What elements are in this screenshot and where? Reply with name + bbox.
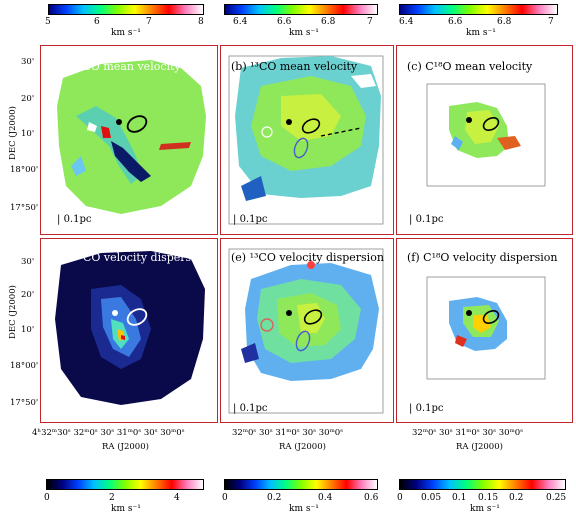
panel-b-13co-mean-velocity: (b) ¹³CO mean velocity | 0.1pc (220, 45, 394, 235)
dec-tick-top-0: 30' (21, 57, 35, 67)
dec-axis-title-top: DEC (J2000) (7, 106, 18, 160)
colorbar-bottom-2-unit: km s⁻¹ (289, 504, 319, 514)
panel-e-scalebar: | 0.1pc (233, 403, 268, 414)
panel-d-scale-label: 0.1pc (63, 403, 92, 414)
colorbar-top-1-tick-3: 8 (198, 17, 204, 27)
colorbar-bottom-1-tick-2: 4 (174, 493, 180, 503)
panel-e-map (228, 248, 384, 414)
panel-e-scale-label: 0.1pc (239, 403, 268, 414)
panel-b-scale-label: 0.1pc (239, 214, 268, 225)
colorbar-bottom-3-tick-3: 0.15 (478, 493, 499, 503)
panel-d-12co-velocity-dispersion: (d) ¹²CO velocity dispersion | 0.1pc (40, 238, 218, 423)
dec-tick-top-1: 20' (21, 94, 35, 104)
colorbar-top-3-tick-3: 7 (548, 17, 554, 27)
colorbar-top-2-tick-2: 6.8 (321, 17, 336, 27)
ra-ticks-panel-c: 32ᵐ0ˢ 30ˢ 31ᵐ0ˢ 30ˢ 30ᵐ0ˢ (412, 428, 524, 438)
colorbar-top-1 (48, 4, 204, 15)
colorbar-top-2-unit: km s⁻¹ (289, 28, 319, 38)
colorbar-top-3-tick-2: 6.8 (497, 17, 512, 27)
colorbar-bottom-2 (224, 479, 378, 490)
ra-ticks-panel-b: 32ᵐ0ˢ 30ˢ 31ᵐ0ˢ 30ˢ 30ᵐ0ˢ (232, 428, 344, 438)
colorbar-bottom-1 (46, 479, 204, 490)
dec-tick-top-4: 17°50' (10, 203, 39, 213)
panel-d-title: (d) ¹²CO velocity dispersion (55, 251, 209, 264)
dec-tick-bottom-1: 20' (21, 290, 35, 300)
panel-f-scale-label: 0.1pc (415, 403, 444, 414)
panel-a-scalebar: | 0.1pc (57, 214, 92, 225)
panel-c-title: (c) C¹⁸O mean velocity (407, 60, 533, 73)
colorbar-top-2-tick-3: 7 (367, 17, 373, 27)
dec-tick-bottom-4: 17°50' (10, 398, 39, 408)
colorbar-bottom-2-tick-2: 0.4 (318, 493, 333, 503)
colorbar-top-3-tick-1: 6.6 (448, 17, 463, 27)
panel-b-title: (b) ¹³CO mean velocity (231, 60, 358, 73)
colorbar-bottom-1-unit: km s⁻¹ (111, 504, 141, 514)
colorbar-bottom-1-tick-1: 2 (109, 493, 115, 503)
panel-f-title: (f) C¹⁸O velocity dispersion (407, 251, 558, 264)
colorbar-top-1-tick-0: 5 (45, 17, 51, 27)
colorbar-bottom-2-tick-1: 0.2 (267, 493, 282, 503)
colorbar-bottom-2-tick-0: 0 (222, 493, 228, 503)
colorbar-top-2-tick-0: 6.4 (233, 17, 248, 27)
ra-axis-title-c: RA (J2000) (456, 442, 503, 452)
colorbar-bottom-3-tick-4: 0.2 (509, 493, 524, 503)
panel-e-13co-velocity-dispersion: (e) ¹³CO velocity dispersion | 0.1pc (220, 238, 394, 423)
colorbar-bottom-2-tick-3: 0.6 (364, 493, 379, 503)
panel-d-scalebar: | 0.1pc (57, 403, 92, 414)
panel-c-c18o-mean-velocity: (c) C¹⁸O mean velocity | 0.1pc (396, 45, 573, 235)
panel-a-scale-label: 0.1pc (63, 214, 92, 225)
dec-tick-bottom-3: 18°00' (10, 361, 39, 371)
panel-c-map (426, 83, 546, 187)
panel-c-scalebar: | 0.1pc (409, 214, 444, 225)
panel-b-map (228, 55, 384, 225)
colorbar-bottom-3 (399, 479, 566, 490)
colorbar-top-1-unit: km s⁻¹ (111, 28, 141, 38)
panel-d-map (55, 251, 205, 405)
colorbar-bottom-3-tick-2: 0.1 (452, 493, 467, 503)
colorbar-bottom-3-tick-0: 0 (397, 493, 403, 503)
colorbar-top-1-tick-2: 7 (146, 17, 152, 27)
dec-tick-bottom-2: 10' (21, 325, 35, 335)
colorbar-top-3 (399, 4, 558, 15)
dec-tick-top-3: 18°00' (10, 165, 39, 175)
colorbar-top-3-tick-0: 6.4 (399, 17, 414, 27)
panel-a-12co-mean-velocity: (a) ¹²CO mean velocity | 0.1pc (40, 45, 218, 235)
colorbar-top-2-tick-1: 6.6 (277, 17, 292, 27)
dec-tick-top-2: 10' (21, 129, 35, 139)
colorbar-bottom-3-tick-5: 0.25 (546, 493, 567, 503)
panel-f-scalebar: | 0.1pc (409, 403, 444, 414)
colorbar-top-3-unit: km s⁻¹ (466, 28, 496, 38)
panel-a-title: (a) ¹²CO mean velocity (55, 60, 181, 73)
ra-axis-title-a: RA (J2000) (102, 442, 149, 452)
panel-f-map (426, 276, 546, 380)
panel-e-title: (e) ¹³CO velocity dispersion (231, 251, 384, 264)
dec-axis-title-bottom: DEC (J2000) (7, 285, 18, 339)
panel-f-c18o-velocity-dispersion: (f) C¹⁸O velocity dispersion | 0.1pc (396, 238, 573, 423)
ra-axis-title-b: RA (J2000) (279, 442, 326, 452)
colorbar-top-1-tick-1: 6 (94, 17, 100, 27)
ra-ticks-panel-a: 4ʰ32ᵐ30ˢ 32ᵐ0ˢ 30ˢ 31ᵐ0ˢ 30ˢ 30ᵐ0ˢ (32, 428, 185, 438)
panel-b-scalebar: | 0.1pc (233, 214, 268, 225)
dec-tick-bottom-0: 30' (21, 257, 35, 267)
panel-c-scale-label: 0.1pc (415, 214, 444, 225)
colorbar-top-2 (224, 4, 378, 15)
colorbar-bottom-3-unit: km s⁻¹ (470, 504, 500, 514)
panel-a-map (57, 60, 206, 214)
colorbar-bottom-3-tick-1: 0.05 (421, 493, 442, 503)
colorbar-bottom-1-tick-0: 0 (44, 493, 50, 503)
